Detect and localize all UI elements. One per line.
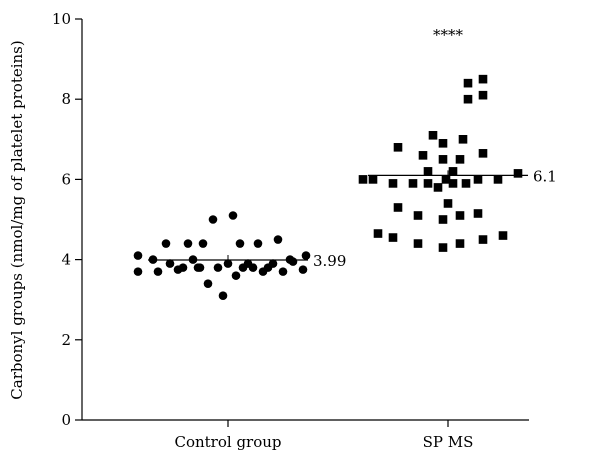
x-ticks: Control group SP MS <box>174 420 473 451</box>
data-point <box>373 229 383 238</box>
data-point <box>133 251 143 260</box>
data-point <box>448 167 458 176</box>
data-point <box>368 175 378 184</box>
data-point <box>448 179 458 188</box>
mean-value-label: 3.99 <box>313 252 346 270</box>
data-point <box>438 139 448 148</box>
data-point <box>513 169 523 178</box>
data-point <box>408 179 418 188</box>
data-point <box>413 239 423 248</box>
data-point <box>248 263 258 272</box>
data-point <box>478 149 488 158</box>
data-point <box>478 74 488 84</box>
data-point <box>463 78 473 88</box>
data-point <box>461 179 471 188</box>
data-point <box>223 259 233 268</box>
y-tick-label: 8 <box>61 90 71 108</box>
data-point <box>441 175 451 184</box>
data-point <box>273 235 283 244</box>
significance-annotation: **** <box>433 26 464 44</box>
x-tick-label: Control group <box>174 433 281 451</box>
data-point <box>438 243 448 252</box>
data-point <box>473 175 483 184</box>
data-point <box>253 239 263 248</box>
data-point <box>455 155 465 164</box>
data-point <box>183 239 193 248</box>
data-point <box>193 263 203 272</box>
data-point <box>148 255 158 264</box>
data-point <box>213 263 223 272</box>
data-point <box>231 271 241 280</box>
data-point <box>458 135 468 144</box>
data-point <box>438 155 448 164</box>
data-point <box>473 209 483 218</box>
mean-value-label: 6.1 <box>533 167 557 185</box>
data-point <box>455 211 465 220</box>
data-point <box>413 211 423 220</box>
y-ticks: 0 2 4 6 8 10 <box>52 10 82 429</box>
data-point <box>161 239 171 248</box>
data-point <box>423 179 433 188</box>
data-point <box>263 263 273 272</box>
data-point <box>455 239 465 248</box>
y-tick-label: 2 <box>61 331 71 349</box>
data-point <box>418 151 428 160</box>
data-point <box>393 203 403 212</box>
data-point <box>388 179 398 188</box>
data-point <box>133 267 143 276</box>
data-point <box>165 259 175 268</box>
data-point <box>208 215 218 224</box>
data-point <box>153 267 163 276</box>
data-point <box>188 255 198 264</box>
data-point <box>198 239 208 248</box>
y-tick-label: 0 <box>61 411 71 429</box>
data-point <box>178 263 188 272</box>
data-point <box>228 211 238 220</box>
y-axis-label: Carbonyl groups (nmol/mg of platelet pro… <box>8 40 26 399</box>
data-point <box>443 199 453 208</box>
data-point <box>498 231 508 240</box>
x-tick-label: SP MS <box>423 433 474 451</box>
data-point <box>478 90 488 100</box>
data-point <box>278 267 288 276</box>
data-point <box>463 94 473 104</box>
data-point <box>423 167 433 176</box>
y-tick-label: 6 <box>61 170 71 188</box>
axes <box>81 19 529 421</box>
data-point <box>388 233 398 242</box>
data-point <box>358 175 368 184</box>
data-point <box>493 175 503 184</box>
data-point <box>301 251 311 260</box>
means: 3.99 6.1 <box>148 167 557 270</box>
data-point <box>428 130 438 140</box>
data-point <box>218 291 228 300</box>
data-point <box>438 215 448 224</box>
points <box>133 74 523 300</box>
data-point <box>433 183 443 192</box>
data-point <box>393 143 403 152</box>
data-point <box>478 235 488 244</box>
y-tick-label: 4 <box>61 251 71 269</box>
data-point <box>203 279 213 288</box>
data-point <box>285 255 295 264</box>
data-point <box>298 265 308 274</box>
annotations: **** <box>433 26 464 44</box>
y-tick-label: 10 <box>52 10 71 28</box>
data-point <box>235 239 245 248</box>
